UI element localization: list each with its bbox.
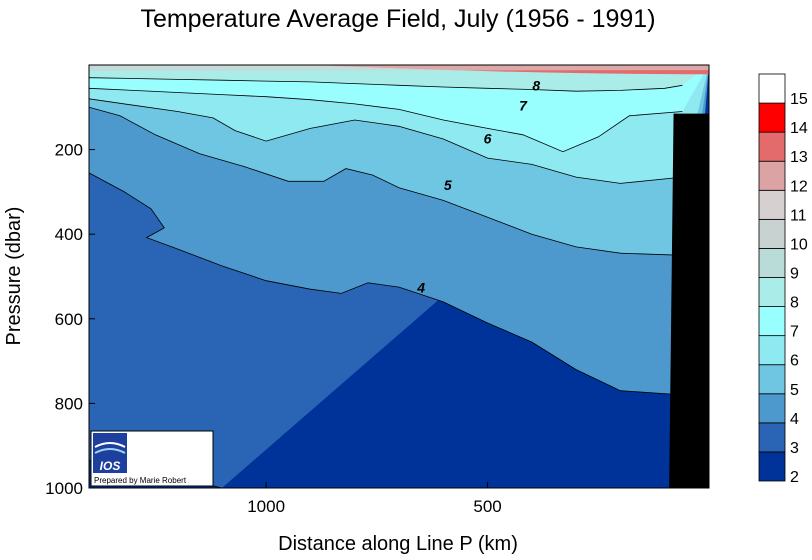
colorbar-swatch (758, 218, 786, 249)
contour-line (88, 87, 683, 153)
colorbar-label: 10 (790, 236, 808, 253)
colorbar-swatch (758, 160, 786, 191)
colorbar-swatch (758, 189, 786, 220)
x-tick-label: 500 (473, 497, 501, 516)
seafloor-mask (669, 113, 709, 489)
colorbar-label: 15 (790, 91, 808, 108)
colorbar-label: 12 (790, 178, 808, 195)
band-fill (89, 65, 709, 71)
x-axis-label: Distance along Line P (km) (278, 533, 518, 555)
colorbar-swatch (758, 277, 786, 307)
logo-emblem-icon (93, 433, 127, 473)
logo-wave-icon (94, 442, 126, 448)
colorbar-swatch (758, 248, 786, 278)
logo-text: IOS (100, 459, 121, 473)
y-tick-label: 200 (55, 141, 83, 160)
contour-label: 7 (519, 98, 528, 114)
colorbar-swatch (758, 335, 786, 366)
contour-label: 4 (416, 280, 425, 296)
colorbar-swatch (758, 131, 786, 162)
colorbar-swatch (758, 451, 786, 482)
colorbar-label: 9 (790, 266, 799, 283)
colorbar-label: 13 (790, 149, 808, 166)
axes: 1000 500 200 400 600 800 1000 (45, 141, 502, 516)
colorbar-label: 11 (790, 207, 807, 224)
colorbar-swatch (758, 422, 786, 453)
logo-credit: Prepared by Marie Robert (94, 476, 187, 485)
chart-title: Temperature Average Field, July (1956 - … (140, 5, 655, 33)
colorbar-label: 2 (790, 469, 799, 486)
colorbar-label: 6 (790, 353, 799, 370)
plot-area (89, 65, 709, 489)
contour-label: 6 (484, 130, 492, 146)
y-tick-label: 600 (55, 310, 83, 329)
contour-line (88, 77, 683, 92)
contour-label: 8 (532, 77, 540, 93)
contour-line (88, 172, 683, 396)
colorbar-swatch (758, 73, 786, 104)
y-tick-label: 400 (55, 225, 83, 244)
colorbar-label: 4 (790, 411, 799, 428)
x-tick-label: 1000 (247, 497, 285, 516)
colorbar-swatch (758, 102, 786, 133)
y-tick-label: 800 (55, 394, 83, 413)
colorbar-label: 14 (790, 120, 808, 137)
colorbar-label: 7 (790, 324, 799, 341)
colorbar-swatch (758, 364, 786, 395)
colorbar: 2 3 4 5 6 7 8 9 10 11 12 13 14 15 (758, 73, 808, 486)
contour-label: 5 (444, 177, 452, 193)
y-tick-label: 1000 (45, 479, 83, 498)
y-axis-label: Pressure (dbar) (3, 207, 25, 346)
colorbar-label: 8 (790, 295, 799, 312)
contour-line (88, 106, 683, 256)
colorbar-swatch (758, 393, 786, 424)
logo-wave-icon (94, 448, 126, 454)
plot-frame (88, 64, 710, 489)
colorbar-swatch (758, 306, 786, 337)
colorbar-label: 5 (790, 382, 799, 399)
colorbar-label: 3 (790, 440, 799, 457)
contour-line (88, 98, 683, 184)
ios-logo: IOS Prepared by Marie Robert (90, 430, 214, 487)
